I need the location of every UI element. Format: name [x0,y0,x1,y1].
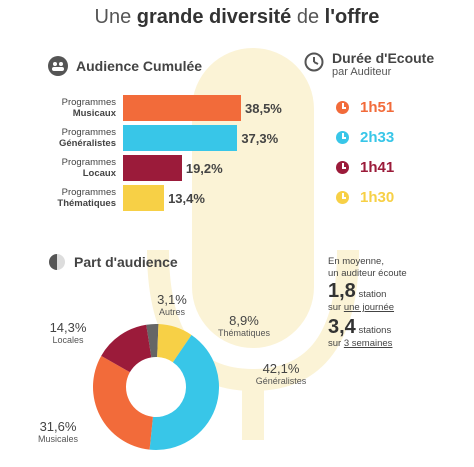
clock-icon [304,52,324,72]
duration-section-subtitle: par Auditeur [332,66,392,78]
facts-intro-line2: un auditeur écoute [328,268,407,279]
duration-clock-icon [336,101,349,114]
donut-slice-musicales [92,355,153,450]
bar-value-label: 38,5% [245,101,282,116]
stat1-value: 1,8 [328,280,356,302]
duration-value: 1h41 [360,159,395,176]
bar-value-label: 19,2% [185,161,223,176]
donut-slice-locales [101,324,152,373]
donut-label-musicales: 31,6% Musicales [37,419,78,444]
donut-slice-thématiques [157,324,192,363]
facts-intro-line1: En moyenne, [328,256,384,267]
stat1-unit: station [358,289,387,300]
donut-label-généralistes: 42,1% Généralistes [255,361,307,386]
duration-section-title: Durée d'Ecoute [332,50,435,66]
duration-section-header: Durée d'Ecoute par Auditeur [304,50,434,78]
bar-category-label: Programmes Thématiques [57,187,116,209]
bar [123,155,182,181]
duration-value: 1h51 [360,99,395,116]
people-icon [48,56,68,76]
stat-stations-weeks: 3,4 stations [328,316,391,339]
donut-label-thématiques: 8,9% Thématiques [217,313,271,338]
half-circle-icon [49,254,65,270]
bar-category-label: Programmes Locaux [61,157,116,179]
bar-value-label: 37,3% [241,131,279,146]
donut-label-autres: 3,1% Autres [157,292,187,317]
facts-intro: En moyenne, un auditeur écoute [328,256,407,280]
stat2-value: 3,4 [328,316,356,338]
bar-value-label: 13,4% [168,191,205,206]
bar-category-label: Programmes Généralistes [58,127,116,149]
share-section-header: Part d'audience [48,253,178,271]
stat2-unit: stations [358,325,392,336]
duration-value: 1h30 [360,189,395,206]
donut-slice-généralistes [149,334,219,450]
bar [123,125,238,151]
duration-clock-icon [336,131,349,144]
stat1-subtitle: sur une journée [328,302,395,313]
page-title: Une grande diversité de l'offre [94,6,380,28]
duration-clock-icon [336,191,349,204]
duration-value: 2h33 [360,129,395,146]
donut-label-locales: 14,3% Locales [49,320,87,345]
share-section-title: Part d'audience [74,254,178,270]
stat2-subtitle: sur 3 semaines [328,338,393,349]
stat-stations-day: 1,8 station [328,280,386,303]
duration-clock-icon [336,161,349,174]
audience-section-header: Audience Cumulée [48,56,202,76]
bar [123,185,165,211]
audience-section-title: Audience Cumulée [76,58,203,74]
bar [123,95,241,121]
donut-slice-autres [146,324,159,358]
bar-category-label: Programmes Musicaux [61,97,116,119]
